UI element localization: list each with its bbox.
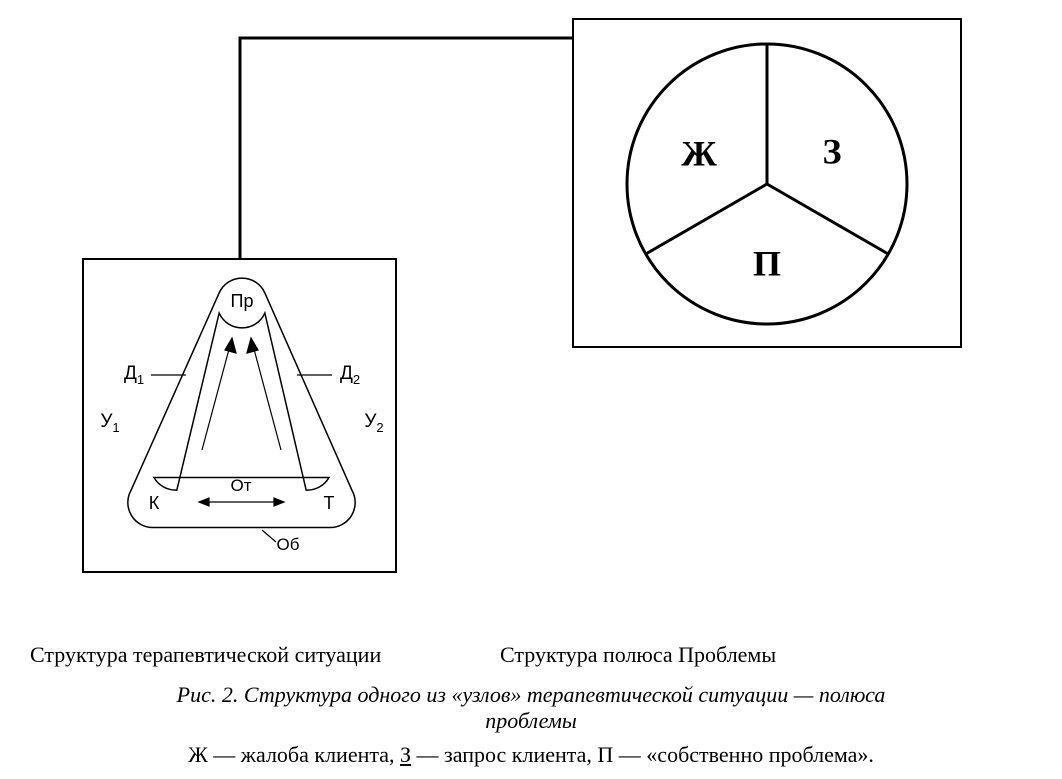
triangle-right-label: Т [324,493,335,513]
figure-caption: Рис. 2. Структура одного из «узлов» тера… [0,682,1062,734]
ob-tick [262,530,276,542]
legend: Ж — жалоба клиента, З — запрос клиента, … [0,742,1062,768]
legend-zh: Ж — жалоба клиента, [188,742,400,767]
u1-label: У1 [100,411,119,435]
ot-double-arrow [199,498,284,506]
subtitle-left: Структура терапевтической ситуации [30,642,460,668]
legend-z-rest: — запрос клиента, П — «собственно пробле… [411,742,874,767]
d2-label: Д2 [340,363,360,387]
pie-label-z: З [822,131,841,171]
subtitle-right: Структура полюса Проблемы [500,642,930,668]
caption-line2: проблемы [485,708,577,733]
triangle-left-label: К [149,493,160,513]
d1-label: Д1 [124,363,144,387]
legend-z-letter: З [400,742,411,767]
pie-label-zh: Ж [681,133,717,173]
caption-line1: Рис. 2. Структура одного из «узлов» тера… [177,682,886,707]
triangle-apex-label: Пр [231,291,254,311]
ot-label: От [230,476,251,495]
pie-div-bl [646,184,767,254]
pie-label-p: П [753,243,781,283]
u2-label: У2 [364,411,383,435]
right-box: Ж З П [572,18,962,348]
left-box: Пр К Т Д1 [82,258,397,573]
ob-label: Об [277,535,300,554]
right-up-arrow [247,338,281,450]
connector-line [240,38,572,277]
left-up-arrow [202,338,236,450]
pie-div-br [767,184,888,254]
